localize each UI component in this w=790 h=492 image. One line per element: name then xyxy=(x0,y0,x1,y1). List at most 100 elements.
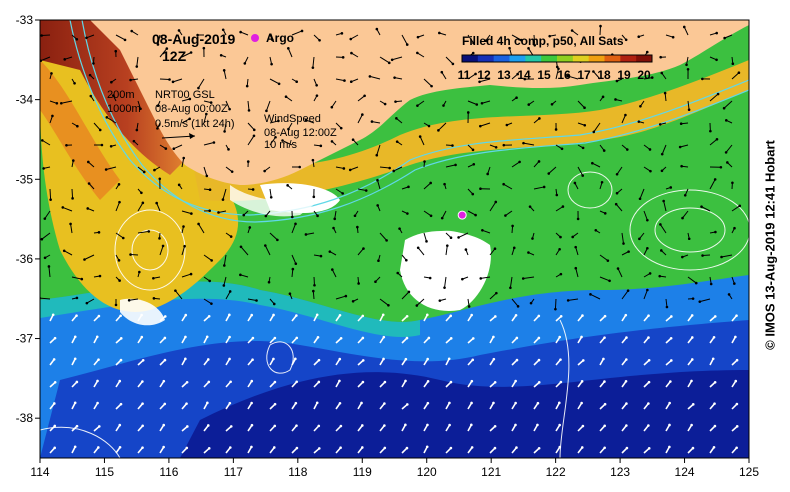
vector-arrowhead xyxy=(104,168,108,171)
vector-arrowhead xyxy=(647,336,650,339)
vector-arrowhead xyxy=(229,235,233,238)
vector-arrowhead xyxy=(479,187,482,190)
x-tick-label: 125 xyxy=(739,465,759,479)
vector-arrow xyxy=(555,206,564,212)
vector-arrowhead xyxy=(523,77,527,81)
vector-arrowhead xyxy=(573,181,577,185)
vector-arrowhead xyxy=(83,258,86,261)
vector-arrowhead xyxy=(190,212,193,215)
vector-arrowhead xyxy=(319,144,323,148)
vector-arrowhead xyxy=(206,424,210,427)
vector-arrowhead xyxy=(715,58,718,62)
vector-arrowhead xyxy=(338,379,341,383)
vector-arrowhead xyxy=(478,80,481,84)
vector-arrowhead xyxy=(448,401,451,405)
vector-arrow xyxy=(575,268,579,278)
vector-arrowhead xyxy=(548,34,551,38)
vector-arrow xyxy=(593,71,601,80)
vector-arrowhead xyxy=(317,424,321,428)
vector-arrow xyxy=(172,78,183,83)
vector-arrowhead xyxy=(53,380,57,384)
vector-arrow xyxy=(203,254,212,261)
vector-arrowhead xyxy=(135,65,139,68)
vector-arrowhead xyxy=(114,49,118,53)
vector-arrowhead xyxy=(529,301,533,305)
vector-arrowhead xyxy=(668,401,671,405)
vector-arrowhead xyxy=(647,358,651,362)
vector-arrowhead xyxy=(135,128,139,132)
vector-arrow xyxy=(575,246,579,256)
vector-arrowhead xyxy=(383,446,387,450)
vector-arrowhead xyxy=(591,161,594,165)
vector-arrow xyxy=(680,144,689,148)
vector-arrowhead xyxy=(602,357,605,361)
vector-arrowhead xyxy=(109,144,113,148)
vector-arrowhead xyxy=(393,76,396,79)
vector-arrowhead xyxy=(208,279,211,283)
vector-arrowhead xyxy=(209,101,213,104)
vector-arrow xyxy=(701,206,711,212)
vector-arrow xyxy=(115,232,124,239)
vector-arrow xyxy=(724,34,733,39)
vector-arrowhead xyxy=(295,336,299,340)
vector-arrowhead xyxy=(486,172,489,176)
vector-arrowhead xyxy=(270,62,273,66)
vector-arrow xyxy=(93,122,101,131)
vector-arrowhead xyxy=(637,120,641,123)
vector-arrowhead xyxy=(205,112,208,116)
vector-arrowhead xyxy=(362,247,365,250)
vector-arrowhead xyxy=(273,424,277,428)
vector-arrowhead xyxy=(383,424,386,427)
vector-arrowhead xyxy=(182,156,186,160)
vector-arrow xyxy=(269,232,278,241)
vector-arrowhead xyxy=(117,183,121,186)
vector-arrowhead xyxy=(364,189,368,192)
vector-arrow xyxy=(445,56,454,65)
vector-arrow xyxy=(137,202,144,212)
vector-arrowhead xyxy=(63,58,67,61)
vector-arrowhead xyxy=(295,446,299,450)
vector-arrowhead xyxy=(537,160,541,163)
vector-arrow xyxy=(392,56,403,61)
vector-arrowhead xyxy=(267,280,271,284)
vector-arrow xyxy=(181,98,190,102)
vector-arrowhead xyxy=(522,141,525,145)
vector-arrowhead xyxy=(470,423,473,427)
vector-arrowhead xyxy=(382,357,385,361)
current-scale-arrowhead xyxy=(189,133,195,139)
vector-arrowhead xyxy=(406,212,409,215)
vector-arrowhead xyxy=(202,46,206,50)
vector-arrowhead xyxy=(614,98,617,101)
vector-arrowhead xyxy=(41,139,44,142)
vector-arrowhead xyxy=(255,299,258,302)
vector-arrowhead xyxy=(223,264,226,267)
vector-arrowhead xyxy=(558,445,562,449)
vector-arrow xyxy=(198,223,205,234)
vector-arrow xyxy=(198,78,205,89)
vector-arrowhead xyxy=(264,214,268,218)
vector-arrowhead xyxy=(404,357,408,361)
vector-arrowhead xyxy=(141,358,145,362)
vector-arrowhead xyxy=(471,51,475,55)
vector-arrowhead xyxy=(250,379,254,383)
vector-arrowhead xyxy=(649,169,652,173)
vector-arrowhead xyxy=(722,106,726,110)
vector-arrowhead xyxy=(53,446,57,450)
vector-arrowhead xyxy=(138,270,141,274)
vector-arrowhead xyxy=(461,277,464,281)
vector-arrowhead xyxy=(272,357,275,361)
vector-arrowhead xyxy=(311,66,315,69)
title-date: 08-Aug-2019 xyxy=(152,31,235,47)
vector-arrowhead xyxy=(600,180,604,184)
vector-arrowhead xyxy=(162,423,166,427)
vector-arrowhead xyxy=(295,380,298,384)
vector-arrow xyxy=(247,122,255,131)
vector-arrowhead xyxy=(638,197,642,201)
vector-arrow xyxy=(511,161,520,168)
vector-arrowhead xyxy=(502,182,505,186)
vector-arrowhead xyxy=(427,124,431,128)
vector-arrowhead xyxy=(73,357,77,361)
vector-arrowhead xyxy=(537,358,541,362)
vector-arrowhead xyxy=(426,357,429,361)
vector-arrowhead xyxy=(312,289,315,293)
